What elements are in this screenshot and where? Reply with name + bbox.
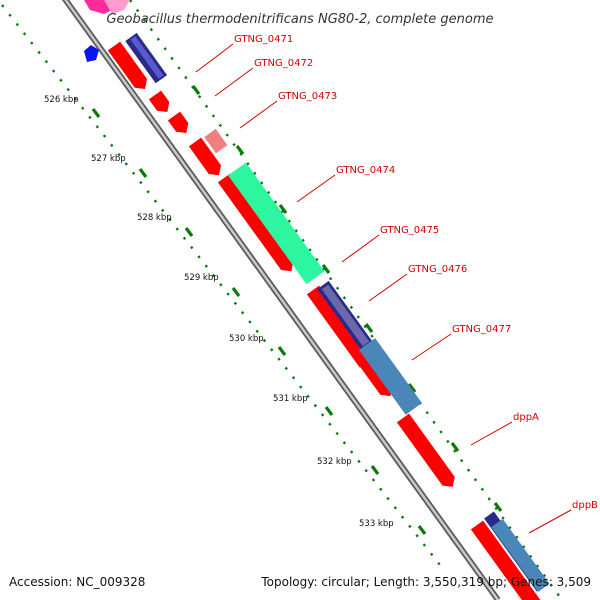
kbp-label-528: 528 kbp [137, 213, 172, 223]
gene-feature-mint-0474[interactable] [228, 162, 325, 285]
gene-label[interactable]: GTNG_0475 [380, 225, 439, 236]
gene-feature-red-dppB[interactable] [470, 520, 542, 600]
gene-feature-navy-0476-inner[interactable] [321, 284, 370, 347]
label-layer: GTNG_0471 GTNG_0472 GTNG_0473 GTNG_0474 GTNG… [195, 34, 598, 534]
gene-feature-steelblue-dppB[interactable] [491, 518, 550, 592]
kbp-tick-marks [91, 108, 427, 535]
kbp-label-530: 530 kbp [229, 334, 264, 344]
kbp-tick-532 [370, 465, 380, 475]
pink-feature-top [84, 0, 130, 14]
kbp-tick-529 [231, 287, 241, 297]
page-title: Geobacillus thermodenitrificans NG80-2, … [106, 12, 493, 27]
gene-label-leader-line [239, 100, 278, 129]
gene-label[interactable]: dppB [572, 500, 598, 511]
gene-label[interactable]: GTNG_0474 [336, 165, 395, 176]
gene-feature-navy-0471-inner[interactable] [130, 36, 164, 79]
kbp-tick-527 [138, 168, 148, 178]
gene-label[interactable]: GTNG_0476 [408, 264, 467, 275]
gene-label[interactable]: GTNG_0473 [278, 91, 337, 102]
gene-feature-red-0472[interactable] [148, 90, 170, 112]
kbp-tick-531 [324, 406, 334, 416]
kbp-label-531: 531 kbp [273, 394, 308, 404]
gene-label[interactable]: dppA [513, 412, 539, 423]
kbp-tick-526 [91, 108, 101, 118]
gene-label-leader-line [411, 333, 452, 361]
gene-feature-red-0476[interactable] [306, 285, 372, 369]
kbp-label-533: 533 kbp [359, 519, 394, 529]
kbp-tick-530 [277, 346, 287, 356]
genome-backbone [61, 0, 501, 600]
gene-label-leader-line [470, 421, 513, 446]
kbp-label-532: 532 kbp [317, 457, 352, 467]
kbp-label-526: 526 kbp [44, 95, 79, 105]
gene-label[interactable]: GTNG_0477 [452, 324, 511, 335]
gene-label-leader-line [341, 234, 380, 263]
gene-label-leader-line [214, 67, 254, 97]
gene-label[interactable]: GTNG_0471 [234, 34, 293, 45]
blue-marker-icon [84, 45, 99, 62]
genome-stats-label: Topology: circular; Length: 3,550,319 bp… [260, 575, 591, 589]
gene-label-leader-line [368, 273, 408, 302]
kbp-tick-528 [184, 227, 194, 237]
kbp-label-529: 529 kbp [184, 273, 219, 283]
gene-feature-red-0474b[interactable] [217, 173, 294, 272]
gene-track-tick-marks [191, 85, 503, 512]
gene-feature-red-0471[interactable] [107, 41, 147, 89]
gene-label-leader-line [296, 174, 336, 203]
outer-dotted-track [1, 4, 441, 566]
gene-feature-red-0477[interactable] [356, 353, 393, 397]
gene-label-leader-line [195, 43, 234, 73]
gene-feature-layer [107, 32, 550, 600]
gene-feature-salmon-0473[interactable] [204, 128, 228, 154]
gene-feature-red-0474a[interactable] [188, 137, 221, 176]
gene-feature-red-dppA[interactable] [396, 413, 455, 487]
accession-label: Accession: NC_009328 [9, 575, 145, 589]
kbp-tick-533 [417, 525, 427, 535]
gene-label[interactable]: GTNG_0472 [254, 58, 313, 69]
kbp-label-527: 527 kbp [91, 154, 126, 164]
gene-feature-steelblue-0477[interactable] [358, 338, 422, 415]
kbp-labels: 526 kbp 527 kbp 528 kbp 529 kbp 530 kbp … [44, 95, 394, 529]
gene-feature-red-0473[interactable] [167, 111, 189, 133]
gene-label-leader-line [528, 509, 572, 534]
